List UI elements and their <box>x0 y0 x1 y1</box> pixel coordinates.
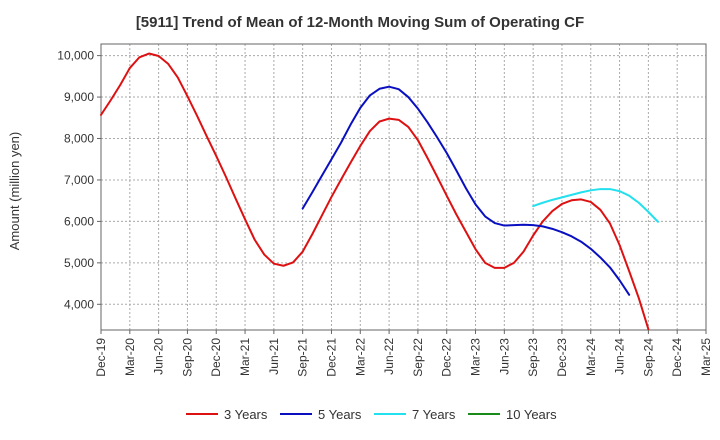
series-lines <box>100 52 659 331</box>
series-line-3-years <box>100 52 650 331</box>
y-tick-label: 4,000 <box>64 297 94 311</box>
x-tick-label: Jun-22 <box>382 338 396 375</box>
x-tick-label: Mar-25 <box>699 338 713 376</box>
chart-title: [5911] Trend of Mean of 12-Month Moving … <box>136 14 584 31</box>
y-tick-label: 10,000 <box>57 49 94 63</box>
legend: 3 Years 5 Years 7 Years 10 Years <box>186 407 557 422</box>
y-axis-label: Amount (million yen) <box>7 132 22 251</box>
x-tick-label: Mar-21 <box>238 338 252 376</box>
x-tick-label: Sep-24 <box>641 338 655 377</box>
y-tick-label: 9,000 <box>64 90 94 104</box>
x-tick-label: Dec-23 <box>555 338 569 377</box>
x-tick-label: Dec-22 <box>440 338 454 377</box>
x-tick-label: Mar-24 <box>584 338 598 376</box>
x-tick-label: Dec-21 <box>324 338 338 377</box>
series-line-7-years <box>532 188 659 223</box>
legend-label: 3 Years <box>224 407 268 422</box>
legend-label: 10 Years <box>506 407 557 422</box>
x-axis: Dec-19 Mar-20 Jun-20 Sep-20 Dec-20 Mar-21 Jun-… <box>94 330 713 377</box>
y-axis: 4,000 5,000 6,000 7,000 8,000 9,000 10,000 <box>57 49 101 311</box>
x-tick-label: Jun-24 <box>613 338 627 375</box>
x-tick-label: Dec-19 <box>94 338 108 377</box>
x-tick-label: Dec-24 <box>670 338 684 377</box>
y-tick-label: 8,000 <box>64 132 94 146</box>
x-tick-label: Jun-21 <box>267 338 281 375</box>
x-tick-label: Mar-20 <box>123 338 137 376</box>
series-line-5-years <box>301 85 631 296</box>
x-tick-label: Mar-23 <box>469 338 483 376</box>
grid <box>100 44 707 330</box>
y-tick-label: 5,000 <box>64 256 94 270</box>
x-tick-label: Mar-22 <box>353 338 367 376</box>
legend-label: 5 Years <box>318 407 362 422</box>
x-tick-label: Dec-20 <box>209 338 223 377</box>
x-tick-label: Sep-22 <box>411 338 425 377</box>
legend-label: 7 Years <box>412 407 456 422</box>
plot-frame <box>100 43 707 331</box>
x-tick-label: Sep-20 <box>180 338 194 377</box>
x-tick-label: Jun-20 <box>152 338 166 375</box>
y-tick-label: 6,000 <box>64 214 94 228</box>
y-tick-label: 7,000 <box>64 173 94 187</box>
x-tick-label: Sep-23 <box>526 338 540 377</box>
x-tick-label: Jun-23 <box>497 338 511 375</box>
x-tick-label: Sep-21 <box>296 338 310 377</box>
